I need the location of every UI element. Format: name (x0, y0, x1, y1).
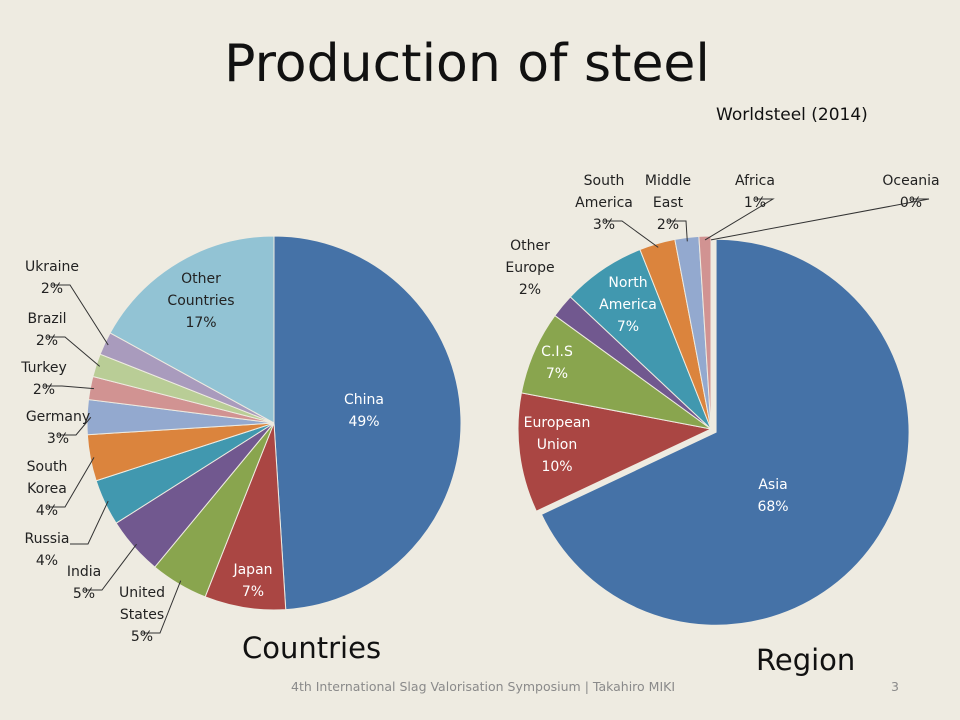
data-label-russia: Russia 4% (24, 531, 69, 569)
data-label-middle-east: Middle East 2% (645, 173, 691, 233)
countries-chart-title: Countries (242, 631, 382, 665)
slice-other-countries (109, 235, 275, 424)
region-pie: Asia 68% European Union 10% C.I.S 7% Other Europ… (505, 173, 940, 626)
leader-line-south-america (604, 220, 659, 248)
data-label-africa: Africa 1% (735, 173, 775, 211)
slice-asia (540, 238, 910, 626)
region-chart-title: Region (756, 643, 856, 677)
leader-line-turkey (44, 385, 95, 390)
data-label-other-europe: Other Europe 2% (505, 238, 554, 298)
leader-line-south-korea (47, 457, 95, 508)
leader-line-india (84, 543, 137, 591)
slide-title: Production of steel (224, 34, 710, 94)
data-label-germany: Germany 3% (26, 409, 90, 447)
data-label-united-states: United States 5% (119, 585, 165, 645)
data-label-turkey: Turkey 2% (20, 360, 67, 398)
data-label-china: China 49% (344, 392, 384, 430)
leader-line-germany (58, 416, 92, 436)
data-label-oceania: Oceania 0% (882, 173, 939, 211)
data-label-c-i-s: C.I.S 7% (541, 344, 573, 382)
leader-line-middle-east (668, 220, 688, 242)
source-label: Worldsteel (2014) (716, 105, 868, 125)
data-label-india: India 5% (67, 564, 101, 602)
data-label-south-america: South America 3% (575, 173, 633, 233)
slice-china (273, 235, 462, 611)
page-number: 3 (891, 679, 899, 694)
data-label-brazil: Brazil 2% (27, 311, 66, 349)
data-label-north-america: North America 7% (599, 275, 657, 335)
data-label-south-korea: South Korea 4% (27, 459, 68, 519)
leader-line-africa (704, 198, 775, 241)
leader-line-ukraine (52, 284, 109, 346)
footer-text: 4th International Slag Valorisation Symp… (291, 679, 676, 694)
data-label-european-union: European Union 10% (524, 415, 591, 475)
leader-line-russia (70, 500, 109, 545)
data-label-japan: Japan 7% (232, 562, 272, 600)
countries-pie: China 49% Japan 7% United States 5% India 5%Russ… (20, 235, 462, 645)
leader-line-oceania (710, 198, 930, 241)
data-label-ukraine: Ukraine 2% (25, 259, 79, 297)
slice-european-union (517, 392, 713, 512)
data-label-asia: Asia 68% (757, 477, 788, 515)
leader-line-united-states (142, 580, 182, 634)
data-label-other-countries: Other Countries 17% (167, 271, 234, 331)
leader-line-brazil (47, 336, 101, 367)
